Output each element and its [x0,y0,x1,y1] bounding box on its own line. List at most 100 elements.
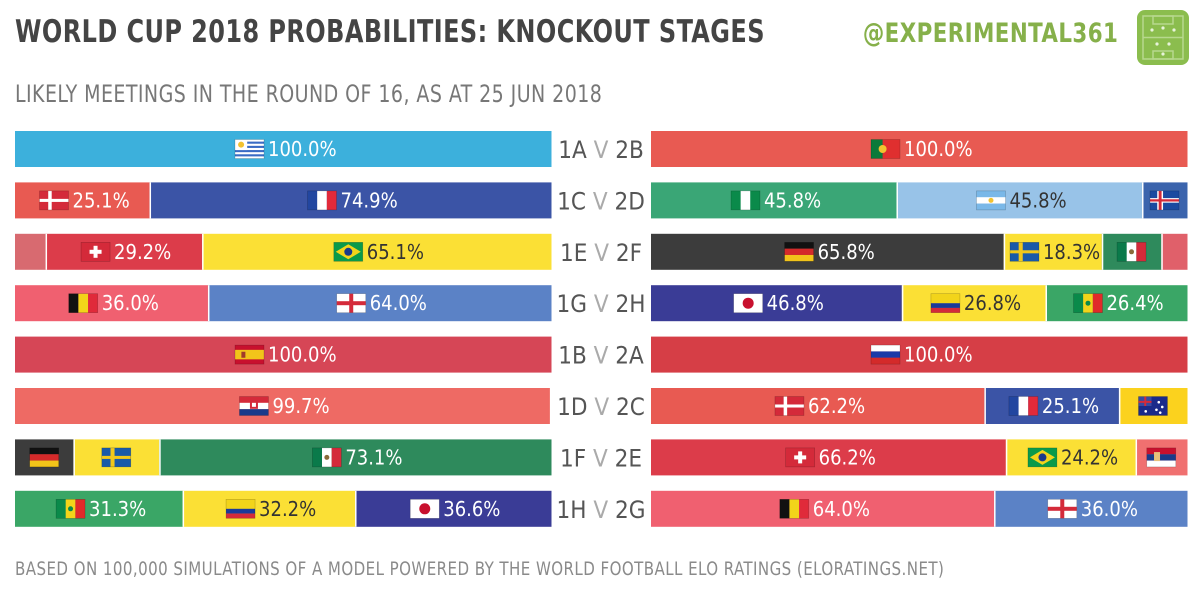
denmark-flag-icon [39,190,69,211]
left-1A-segment-uruguay-flag: 100.0% [15,131,552,167]
chart-title: WORLD CUP 2018 PROBABILITIES: KNOCKOUT S… [15,14,765,50]
right-2F-segment-germany-flag: 65.8% [651,233,1005,270]
pitch-logo-icon [1137,10,1189,65]
segment-value-label: 25.1% [1042,394,1099,418]
australia-flag-icon [1138,396,1168,416]
segment-value-label: 32.2% [259,497,316,521]
senegal-flag-icon [55,498,86,519]
right-2F-segment-other [1161,233,1188,270]
mexico-flag-icon [312,447,342,468]
sweden-flag-icon [101,447,132,468]
segment-value-label: 46.8% [767,291,824,315]
matchup-label: 1E V 2F [560,239,642,267]
nigeria-flag-icon [730,190,761,211]
segment-value-label: 18.3% [1043,240,1100,264]
matchup-label: 1C V 2D [557,187,645,215]
left-1C-segment-denmark-flag: 25.1% [15,182,151,219]
segment-value-label: 29.2% [114,240,171,264]
segment-value-label: 66.2% [819,445,876,469]
segment-value-label: 100.0% [904,343,973,367]
left-1E-segment-switzerland-flag: 29.2% [45,233,203,270]
japan-flag-icon [733,293,763,314]
left-1C-segment-france-flag: 74.9% [149,182,552,219]
right-2E-segment-brazil-flag: 24.2% [1005,439,1137,476]
right-2H-segment-colombia-flag: 26.8% [901,285,1046,322]
right-2G-segment-belgium-flag: 64.0% [651,490,995,527]
belgium-flag-icon [779,498,810,519]
colombia-flag-icon [930,293,961,314]
right-2H-segment-senegal-flag: 26.4% [1045,285,1188,322]
spain-flag-icon [234,344,265,365]
germany-flag-icon [29,447,60,468]
right-2D-segment-argentina-flag: 45.8% [896,182,1143,219]
segment-value-label: 100.0% [904,137,973,161]
left-1E-segment-brazil-flag: 65.1% [202,233,552,270]
segment-value-label: 25.1% [73,188,130,212]
segment-value-label: 100.0% [268,343,337,367]
right-2F-segment-sweden-flag: 18.3% [1003,233,1103,270]
denmark-flag-icon [774,396,805,416]
right-2E-segment-serbia-flag [1135,439,1188,476]
france-flag-icon [1008,396,1039,416]
right-2D-segment-nigeria-flag: 45.8% [651,182,897,219]
left-1G-segment-england-flag: 64.0% [207,285,552,322]
chart-subtitle: LIKELY MEETINGS IN THE ROUND OF 16, AS A… [15,80,603,108]
segment-value-label: 26.4% [1106,291,1163,315]
segment-value-label: 36.0% [1081,497,1138,521]
matchup-label: 1H V 2G [557,496,646,524]
sweden-flag-icon [1009,242,1040,262]
right-2C-segment-france-flag: 25.1% [984,388,1120,424]
japan-flag-icon [409,498,440,519]
right-2B-segment-portugal-flag: 100.0% [651,131,1188,167]
brazil-flag-icon [333,242,364,262]
croatia-flag-icon [239,396,269,416]
segment-value-label: 62.2% [808,394,865,418]
right-2G-segment-england-flag: 36.0% [994,490,1188,527]
left-1E-segment-other [15,233,47,270]
matchup-label: 1D V 2C [557,393,645,421]
uruguay-flag-icon [234,139,265,159]
segment-value-label: 100.0% [268,137,337,161]
left-1F-segment-germany-flag [15,439,74,476]
matchup-label: 1F V 2E [560,444,642,472]
left-1H-segment-japan-flag: 36.6% [355,490,552,527]
segment-value-label: 64.0% [813,497,870,521]
colombia-flag-icon [225,498,256,519]
serbia-flag-icon [1146,447,1177,468]
england-flag-icon [1047,498,1078,519]
argentina-flag-icon [976,190,1006,211]
segment-value-label: 36.6% [443,497,500,521]
twitter-handle[interactable]: @EXPERIMENTAL361 [862,18,1118,49]
left-1F-segment-sweden-flag [73,439,160,476]
right-2C-segment-australia-flag [1118,388,1188,424]
russia-flag-icon [870,344,901,365]
matchup-label: 1G V 2H [557,290,646,318]
right-2C-segment-denmark-flag: 62.2% [651,388,985,424]
source-note: BASED ON 100,000 SIMULATIONS OF A MODEL … [15,558,945,580]
segment-value-label: 31.3% [89,497,146,521]
segment-value-label: 24.2% [1061,445,1118,469]
switzerland-flag-icon [785,447,815,468]
segment-value-label: 45.8% [764,188,821,212]
left-1F-segment-mexico-flag: 73.1% [159,439,552,476]
belgium-flag-icon [68,293,99,314]
right-2F-segment-mexico-flag [1101,233,1162,270]
switzerland-flag-icon [80,242,111,262]
right-2H-segment-japan-flag: 46.8% [651,285,903,322]
brazil-flag-icon [1027,447,1058,468]
segment-value-label: 45.8% [1009,188,1066,212]
segment-value-label: 74.9% [341,188,398,212]
right-2E-segment-switzerland-flag: 66.2% [651,439,1007,476]
matchup-label: 1B V 2A [558,342,644,370]
segment-value-label: 99.7% [272,394,329,418]
senegal-flag-icon [1073,293,1103,314]
segment-value-label: 64.0% [370,291,427,315]
segment-value-label: 26.8% [964,291,1021,315]
portugal-flag-icon [870,139,901,159]
left-1B-segment-spain-flag: 100.0% [15,336,552,373]
matchup-label: 1A V 2B [558,136,644,164]
segment-value-label: 65.8% [818,240,875,264]
england-flag-icon [336,293,367,314]
germany-flag-icon [784,242,814,262]
